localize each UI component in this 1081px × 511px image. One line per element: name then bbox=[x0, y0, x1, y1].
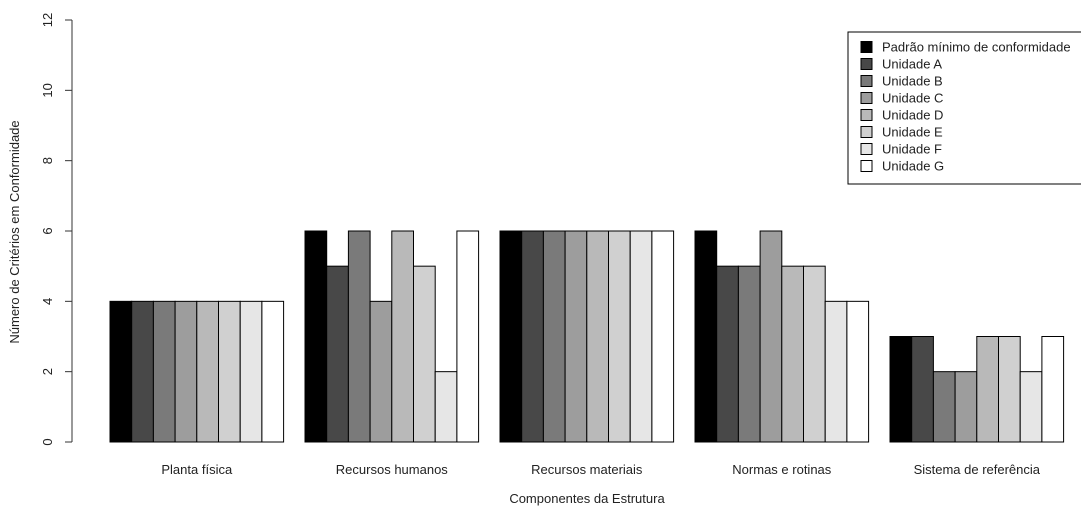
bar bbox=[521, 230, 544, 443]
legend-entry: Unidade C bbox=[882, 91, 943, 106]
y-axis-label: Número de Critérios em Conformidade bbox=[7, 120, 22, 343]
legend-entry: Unidade G bbox=[882, 159, 944, 174]
y-tick-label: 6 bbox=[40, 227, 55, 234]
bar bbox=[261, 300, 285, 443]
bar bbox=[932, 371, 956, 443]
bar bbox=[391, 230, 414, 443]
y-tick-label: 12 bbox=[40, 13, 55, 27]
bar bbox=[131, 300, 154, 443]
bar bbox=[976, 336, 999, 443]
x-tick-label: Recursos materiais bbox=[531, 462, 643, 477]
x-tick-label: Sistema de referência bbox=[914, 462, 1041, 477]
bar bbox=[109, 300, 133, 443]
x-axis-label: Componentes da Estrutura bbox=[509, 491, 665, 506]
y-tick-label: 0 bbox=[40, 438, 55, 445]
bar bbox=[369, 300, 393, 443]
bar bbox=[889, 336, 913, 443]
legend-entry: Unidade D bbox=[882, 108, 943, 123]
bar bbox=[239, 300, 263, 443]
bar bbox=[542, 230, 566, 443]
bar bbox=[629, 230, 653, 443]
bar bbox=[824, 300, 848, 443]
legend: Padrão mínimo de conformidade Unidade A Un… bbox=[847, 31, 1081, 185]
bar bbox=[304, 230, 328, 443]
bar bbox=[737, 265, 761, 443]
category-labels: Planta física Recursos humanos Recursos ma… bbox=[161, 462, 1040, 477]
bar bbox=[456, 230, 480, 443]
y-tick-label: 10 bbox=[40, 83, 55, 97]
bar bbox=[651, 230, 675, 443]
bar bbox=[564, 230, 588, 443]
legend-swatch bbox=[860, 109, 873, 121]
bar bbox=[954, 371, 978, 443]
y-tick-label: 2 bbox=[40, 368, 55, 375]
bar bbox=[694, 230, 718, 443]
legend-swatch bbox=[860, 41, 873, 53]
legend-swatch bbox=[860, 75, 873, 87]
bar bbox=[586, 230, 609, 443]
x-tick-label: Normas e rotinas bbox=[732, 462, 831, 477]
bar bbox=[608, 230, 631, 443]
y-tick-label: 4 bbox=[40, 298, 55, 305]
legend-swatch bbox=[860, 58, 873, 70]
bar bbox=[347, 230, 371, 443]
bar bbox=[1019, 371, 1043, 443]
legend-entry: Padrão mínimo de conformidade bbox=[882, 40, 1071, 55]
legend-entry: Unidade E bbox=[882, 125, 943, 140]
bar bbox=[1041, 336, 1065, 443]
legend-entry: Unidade F bbox=[882, 142, 942, 157]
bar bbox=[759, 230, 783, 443]
bars bbox=[109, 230, 1065, 443]
bar bbox=[998, 336, 1021, 443]
legend-entry: Unidade A bbox=[882, 57, 942, 72]
bar bbox=[152, 300, 176, 443]
legend-swatch bbox=[860, 126, 873, 138]
bar bbox=[781, 265, 804, 443]
x-tick-label: Recursos humanos bbox=[336, 462, 448, 477]
legend-swatch bbox=[860, 160, 873, 172]
bar bbox=[174, 300, 198, 443]
bar bbox=[196, 300, 220, 443]
bar bbox=[911, 336, 934, 443]
bar bbox=[846, 300, 870, 443]
legend-entry: Unidade B bbox=[882, 74, 943, 89]
legend-swatch bbox=[860, 143, 873, 155]
bar bbox=[803, 265, 826, 443]
bar bbox=[434, 371, 458, 443]
bar bbox=[499, 230, 523, 443]
bar bbox=[218, 300, 241, 443]
x-tick-label: Planta física bbox=[161, 462, 233, 477]
legend-box bbox=[847, 31, 1081, 185]
legend-swatch bbox=[860, 92, 873, 104]
bar bbox=[716, 265, 739, 443]
y-axis: 0 2 4 6 8 10 12 bbox=[40, 13, 73, 446]
bar bbox=[326, 265, 349, 443]
bar bbox=[413, 265, 436, 443]
y-tick-label: 8 bbox=[40, 157, 55, 164]
